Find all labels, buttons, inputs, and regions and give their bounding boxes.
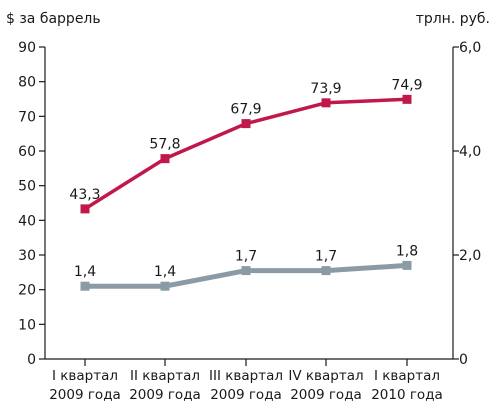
left-axis-tick-label: 50 [18,179,36,195]
right-axis-tick-label: 0 [459,352,468,368]
data-label: 73,9 [310,81,341,97]
left-axis-tick-label: 30 [18,248,36,264]
left-axis-tick-label: 60 [18,144,36,160]
data-label: 74,9 [391,77,422,93]
data-point [321,266,331,276]
data-label: 1,7 [315,249,337,265]
data-label: 1,4 [74,264,96,280]
x-axis-tick-label: I квартал 2009 года [49,368,121,403]
data-point [402,260,412,270]
right-axis-ticks: 0 2,0 4,0 6,0 [453,40,481,368]
left-axis-tick-label: 0 [27,352,36,368]
data-point [160,281,170,291]
data-point [402,94,412,104]
right-axis-label: трлн. руб. [416,11,490,27]
data-label: 1,4 [154,264,176,280]
data-point [80,281,90,291]
data-label: 1,8 [396,243,418,259]
left-axis-label: $ за баррель [6,11,101,27]
data-point [241,266,251,276]
left-axis-tick-label: 90 [18,40,36,56]
series-2: 1,4 1,4 1,7 1,7 1,8 [74,243,418,291]
left-axis-tick-label: 10 [18,317,36,333]
right-axis-tick-label: 6,0 [459,40,481,56]
left-axis-tick-label: 70 [18,109,36,125]
data-point [241,119,251,129]
left-axis-tick-label: 40 [18,213,36,229]
right-axis-tick-label: 4,0 [459,144,481,160]
left-axis-ticks: 0 10 20 30 40 50 60 70 80 90 [18,40,45,368]
data-label: 57,8 [149,137,180,153]
data-point [160,154,170,164]
data-label: 1,7 [235,249,257,265]
data-point [321,98,331,108]
x-axis-tick-label: III квартал 2009 года [209,368,283,403]
right-axis-tick-label: 2,0 [459,248,481,264]
axes [39,47,454,360]
series-layer: 43,3 57,8 67,9 73,9 74,9 1,4 1,4 1,7 1,7 1,8 [69,77,423,291]
series-1: 43,3 57,8 67,9 73,9 74,9 [69,77,423,214]
x-axis-tick-label: IV квартал 2009 года [288,368,363,403]
x-axis-tick-label: I квартал 2010 года [371,368,443,403]
data-point [80,204,90,214]
left-axis-tick-label: 20 [18,283,36,299]
data-label: 43,3 [69,187,100,203]
x-axis-tick-label: II квартал 2009 года [129,368,201,403]
data-label: 67,9 [230,102,261,118]
left-axis-tick-label: 80 [18,75,36,91]
